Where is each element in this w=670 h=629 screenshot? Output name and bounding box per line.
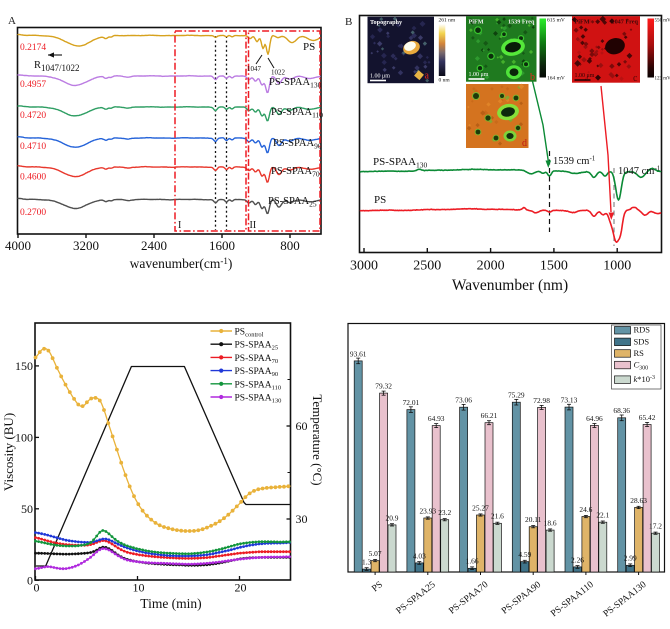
svg-text:II: II	[250, 220, 257, 231]
svg-text:a: a	[425, 71, 430, 82]
svg-text:1.66: 1.66	[466, 557, 479, 566]
svg-text:18.6: 18.6	[544, 519, 557, 528]
svg-text:1047: 1047	[247, 65, 262, 73]
svg-text:10: 10	[133, 581, 145, 595]
svg-text:1022: 1022	[271, 69, 286, 77]
svg-text:RDS: RDS	[634, 325, 651, 335]
svg-text:0.4710: 0.4710	[20, 142, 46, 152]
svg-text:66.21: 66.21	[481, 411, 498, 420]
svg-text:3200: 3200	[73, 238, 99, 253]
svg-text:0: 0	[27, 574, 33, 588]
svg-text:65.42: 65.42	[639, 413, 656, 422]
svg-text:79.32: 79.32	[375, 382, 392, 391]
svg-text:75.29: 75.29	[508, 391, 525, 400]
svg-text:wavenumber(cm-1): wavenumber(cm-1)	[130, 256, 233, 271]
svg-text:2400: 2400	[141, 238, 167, 253]
svg-text:20.11: 20.11	[525, 515, 542, 524]
svg-text:60: 60	[296, 419, 308, 433]
svg-text:Wavenumber (nm): Wavenumber (nm)	[452, 277, 568, 294]
svg-text:A: A	[8, 15, 16, 27]
svg-text:0.2700: 0.2700	[20, 208, 46, 218]
svg-text:50: 50	[21, 502, 33, 516]
svg-text:164 mV: 164 mV	[547, 76, 565, 82]
svg-text:93.61: 93.61	[350, 349, 367, 358]
svg-text:4.59: 4.59	[518, 550, 531, 559]
svg-text:4.03: 4.03	[413, 551, 426, 560]
svg-text:2.99: 2.99	[624, 554, 637, 563]
svg-text:3000: 3000	[350, 259, 378, 274]
svg-text:RS: RS	[634, 348, 645, 358]
svg-text:PS: PS	[374, 194, 386, 206]
svg-text:28.63: 28.63	[630, 496, 647, 505]
svg-text:2000: 2000	[477, 259, 505, 274]
svg-text:I: I	[178, 220, 181, 231]
svg-text:1.00 μm: 1.00 μm	[370, 74, 390, 80]
svg-text:73.06: 73.06	[455, 396, 472, 405]
svg-text:1.3: 1.3	[362, 558, 372, 567]
svg-text:0.4957: 0.4957	[20, 80, 46, 90]
svg-text:150: 150	[15, 359, 33, 373]
svg-text:20.9: 20.9	[386, 513, 399, 522]
svg-text:23.2: 23.2	[438, 508, 451, 517]
svg-text:c: c	[633, 73, 638, 84]
svg-text:2500: 2500	[413, 259, 441, 274]
svg-text:0: 0	[34, 581, 40, 595]
svg-text:1539 cm-1: 1539 cm-1	[553, 155, 596, 168]
svg-text:PiFM: PiFM	[575, 19, 590, 26]
svg-text:261 nm: 261 nm	[439, 18, 456, 24]
svg-text:73.13: 73.13	[561, 396, 578, 405]
svg-text:68.36: 68.36	[613, 406, 630, 415]
svg-text:PS-SPAA25: PS-SPAA25	[235, 341, 279, 352]
svg-text:SDS: SDS	[634, 336, 650, 346]
svg-text:4000: 4000	[5, 238, 31, 253]
svg-text:b: b	[530, 72, 535, 83]
svg-text:800: 800	[280, 238, 300, 253]
svg-text:1047 cm-1: 1047 cm-1	[618, 165, 661, 178]
svg-text:1539 Freq: 1539 Freq	[508, 19, 535, 26]
svg-text:17.2: 17.2	[649, 522, 662, 531]
svg-text:Viscosity (BU): Viscosity (BU)	[1, 413, 16, 491]
svg-text:556 mV: 556 mV	[655, 19, 670, 24]
svg-text:Topography: Topography	[370, 19, 403, 26]
svg-text:64.96: 64.96	[586, 414, 603, 423]
svg-text:21.6: 21.6	[491, 512, 504, 521]
svg-text:Time (min): Time (min)	[140, 596, 201, 611]
svg-text:1.00 μm: 1.00 μm	[575, 73, 595, 79]
svg-text:72.01: 72.01	[403, 398, 420, 407]
svg-text:PS: PS	[303, 41, 315, 53]
svg-text:100: 100	[15, 431, 33, 445]
svg-text:5.07: 5.07	[369, 549, 382, 558]
svg-text:23.93: 23.93	[419, 506, 436, 515]
svg-text:1047 Freq: 1047 Freq	[611, 19, 638, 26]
svg-text:22.1: 22.1	[596, 511, 609, 520]
svg-text:PS-SPAA90: PS-SPAA90	[235, 367, 279, 378]
svg-text:PiFM: PiFM	[469, 19, 484, 26]
svg-text:25.27: 25.27	[472, 503, 489, 512]
svg-text:PS-SPAA70: PS-SPAA70	[235, 354, 279, 365]
svg-text:1600: 1600	[209, 238, 235, 253]
svg-text:20: 20	[235, 581, 247, 595]
svg-text:d: d	[522, 138, 527, 149]
svg-text:0.4600: 0.4600	[20, 173, 46, 183]
svg-text:0 nm: 0 nm	[439, 78, 451, 84]
svg-text:123 mV: 123 mV	[655, 77, 670, 82]
svg-text:72.98: 72.98	[533, 396, 550, 405]
svg-text:1500: 1500	[540, 259, 568, 274]
svg-text:1000: 1000	[603, 259, 631, 274]
svg-text:30: 30	[296, 512, 308, 526]
svg-text:64.93: 64.93	[428, 414, 445, 423]
svg-text:B: B	[345, 16, 352, 28]
svg-text:2.26: 2.26	[571, 555, 584, 564]
svg-text:0.4720: 0.4720	[20, 111, 46, 121]
svg-text:Temperature (°C): Temperature (°C)	[310, 394, 325, 485]
svg-text:615 mV: 615 mV	[547, 18, 565, 24]
svg-text:24.6: 24.6	[579, 505, 592, 514]
svg-text:1.00 μm: 1.00 μm	[469, 72, 489, 78]
svg-text:0.2174: 0.2174	[20, 43, 46, 53]
